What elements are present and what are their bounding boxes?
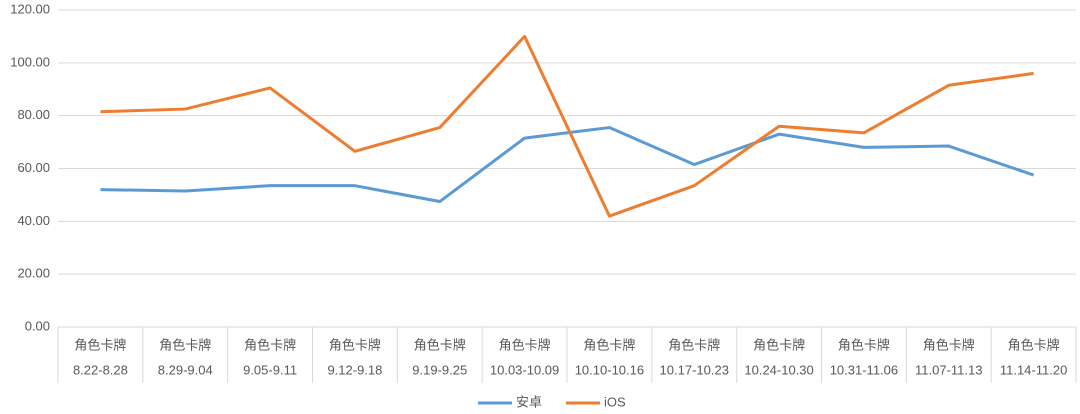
x-tick-group-label: 角色卡牌 bbox=[329, 337, 381, 352]
x-tick-group-label: 角色卡牌 bbox=[668, 337, 720, 352]
x-tick-label: 8.29-9.04 bbox=[158, 362, 213, 377]
x-tick-label: 10.17-10.23 bbox=[660, 362, 729, 377]
x-tick-label: 9.05-9.11 bbox=[243, 362, 297, 377]
x-tick-group-label: 角色卡牌 bbox=[753, 337, 805, 352]
x-tick-group-label: 角色卡牌 bbox=[159, 337, 211, 352]
y-tick-label: 20.00 bbox=[17, 266, 50, 281]
x-tick-label: 10.03-10.09 bbox=[490, 362, 559, 377]
x-tick-label: 11.07-11.13 bbox=[915, 362, 982, 377]
x-tick-group-label: 角色卡牌 bbox=[1008, 337, 1060, 352]
y-tick-label: 40.00 bbox=[17, 213, 50, 228]
legend-label: iOS bbox=[604, 394, 626, 409]
y-tick-label: 120.00 bbox=[10, 1, 50, 16]
x-tick-group-label: 角色卡牌 bbox=[244, 337, 296, 352]
x-tick-group-label: 角色卡牌 bbox=[74, 337, 126, 352]
x-tick-label: 9.12-9.18 bbox=[327, 362, 382, 377]
y-tick-label: 100.00 bbox=[10, 54, 50, 69]
x-tick-group-label: 角色卡牌 bbox=[414, 337, 466, 352]
x-tick-label: 10.10-10.16 bbox=[575, 362, 644, 377]
x-tick-label: 8.22-8.28 bbox=[73, 362, 128, 377]
legend-label: 安卓 bbox=[516, 394, 542, 409]
x-tick-label: 9.19-9.25 bbox=[412, 362, 467, 377]
x-tick-label: 11.14-11.20 bbox=[1000, 362, 1067, 377]
x-tick-group-label: 角色卡牌 bbox=[499, 337, 551, 352]
y-tick-label: 80.00 bbox=[17, 107, 50, 122]
x-tick-group-label: 角色卡牌 bbox=[583, 337, 635, 352]
y-tick-label: 60.00 bbox=[17, 160, 50, 175]
x-tick-label: 10.31-11.06 bbox=[830, 362, 898, 377]
series-line bbox=[100, 126, 1035, 204]
x-tick-group-label: 角色卡牌 bbox=[838, 337, 890, 352]
x-tick-label: 10.24-10.30 bbox=[744, 362, 813, 377]
y-tick-label: 0.00 bbox=[25, 318, 50, 333]
series-line bbox=[100, 34, 1034, 218]
x-tick-group-label: 角色卡牌 bbox=[923, 337, 975, 352]
